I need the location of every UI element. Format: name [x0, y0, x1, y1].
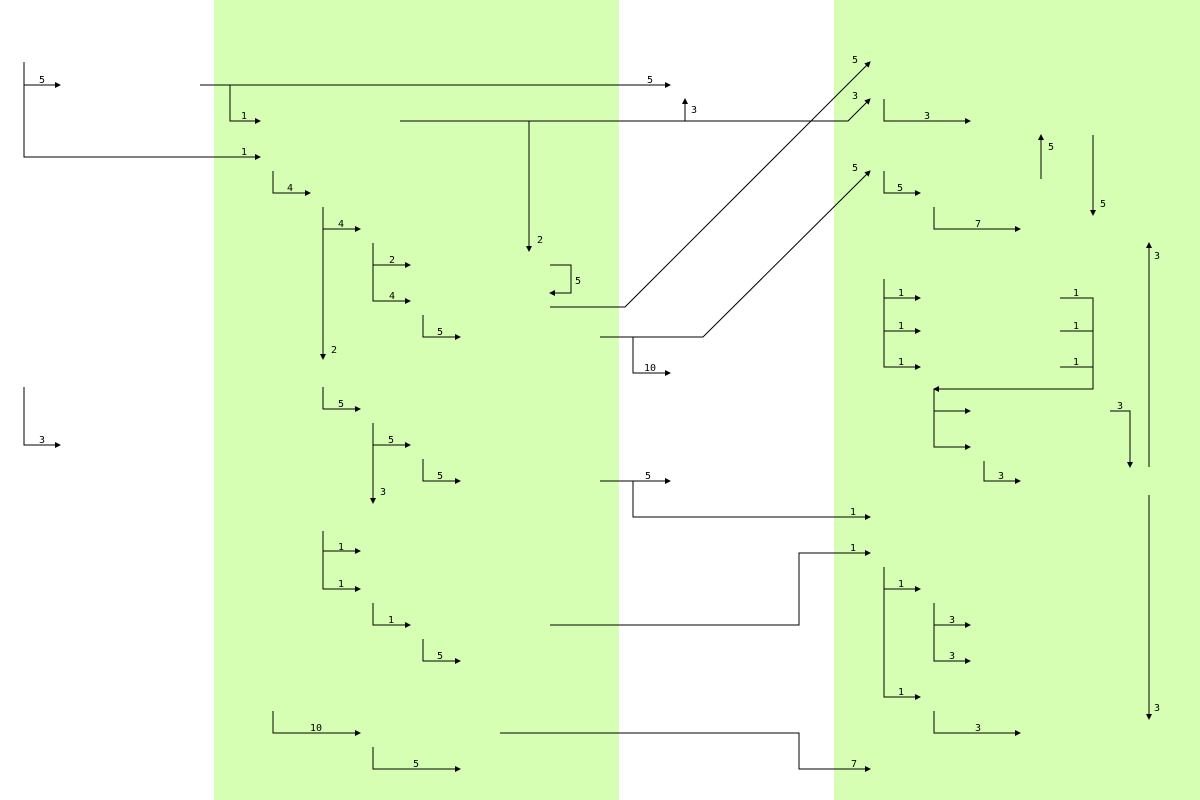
edge-5f [422, 639, 461, 664]
edge-1l [983, 461, 1021, 484]
edge-label: 1 [1073, 288, 1079, 299]
edge-label: 1 [898, 687, 904, 698]
edge-label: 1 [338, 542, 344, 553]
edge-10a [632, 337, 671, 376]
edge-cross-5b [600, 170, 871, 338]
edge-5d [422, 459, 461, 484]
edge-label: 3 [949, 651, 955, 662]
edge-label: 2 [389, 255, 395, 266]
edge-1d [372, 603, 411, 628]
edge-self-5 [549, 264, 572, 296]
edge-label: 3 [998, 471, 1004, 482]
edge-3f [933, 625, 971, 664]
edge-5a [422, 315, 461, 340]
edge-root-1 [23, 85, 261, 160]
edge-label: 3 [924, 111, 930, 122]
edge-label: 10 [644, 363, 656, 374]
edge-1e [550, 550, 871, 626]
edge-label: 3 [1154, 703, 1160, 714]
edge-label: 4 [389, 291, 395, 302]
edge-label: 5 [437, 651, 443, 662]
edge-label: 2 [331, 345, 337, 356]
edge-4a [272, 171, 311, 196]
edge-label: 1 [898, 357, 904, 368]
edge-label: 5 [852, 55, 858, 66]
edge-label: 2 [537, 235, 543, 246]
edge-label: 1 [850, 507, 856, 518]
edge-1i [933, 297, 1094, 392]
edge-label: 3 [1117, 401, 1123, 412]
edge-label: 1 [850, 543, 856, 554]
edge-10b [272, 711, 361, 736]
edge-label: 3 [39, 435, 45, 446]
edge-3b [883, 99, 971, 124]
edge-label: 3 [691, 105, 697, 116]
edge-label: 5 [39, 75, 45, 86]
edge-5b [322, 387, 361, 412]
edge-1a [632, 481, 871, 520]
edge-label: 3 [1154, 251, 1160, 262]
edge-1m [1110, 410, 1133, 468]
edge-label: 5 [897, 183, 903, 194]
edge-label: 1 [1073, 357, 1079, 368]
lane-1 [214, 0, 619, 800]
edge-mid-3 [400, 98, 871, 122]
edge-label: 3 [975, 723, 981, 734]
edge-7a [500, 732, 871, 772]
edge-label: 7 [975, 219, 981, 230]
edge-label: 1 [241, 111, 247, 122]
edge-label: 4 [287, 183, 293, 194]
edge-label: 1 [388, 615, 394, 626]
edge-label: 5 [1048, 142, 1054, 153]
edge-1-branch [229, 85, 261, 124]
edge-label: 1 [898, 321, 904, 332]
edge-1o [883, 589, 921, 700]
edge-label: 5 [437, 327, 443, 338]
edge-label: 10 [310, 723, 322, 734]
edge-label: 1 [338, 579, 344, 590]
edge-label: 3 [852, 91, 858, 102]
edge-label: 5 [575, 276, 581, 287]
edge-3g [933, 711, 1021, 736]
edge-label: 1 [898, 288, 904, 299]
edge-unlabeled-b [933, 411, 971, 450]
edge-1h [883, 331, 921, 370]
edge-label: 5 [413, 759, 419, 770]
edge-label: 3 [380, 487, 386, 498]
edge-label: 3 [949, 615, 955, 626]
edge-label: 5 [852, 163, 858, 174]
edge-label: 1 [898, 579, 904, 590]
lane-2 [834, 0, 1200, 800]
edge-4c [372, 265, 411, 304]
edge-label: 5 [437, 471, 443, 482]
edge-cross-5a [550, 61, 871, 308]
edge-3 [23, 387, 61, 448]
edge-1c [322, 551, 361, 592]
edge-5j [883, 171, 921, 196]
edge-label: 5 [388, 435, 394, 446]
edge-label: 5 [338, 399, 344, 410]
edge-label: 7 [851, 759, 857, 770]
edge-label: 5 [645, 471, 651, 482]
edge-label: 5 [1100, 199, 1106, 210]
edge-label: 1 [241, 147, 247, 158]
edge-label: 1 [1073, 321, 1079, 332]
edge-label: 5 [647, 75, 653, 86]
edge-5g [372, 747, 461, 772]
edge-label: 4 [338, 219, 344, 230]
edge-7b [933, 207, 1021, 232]
